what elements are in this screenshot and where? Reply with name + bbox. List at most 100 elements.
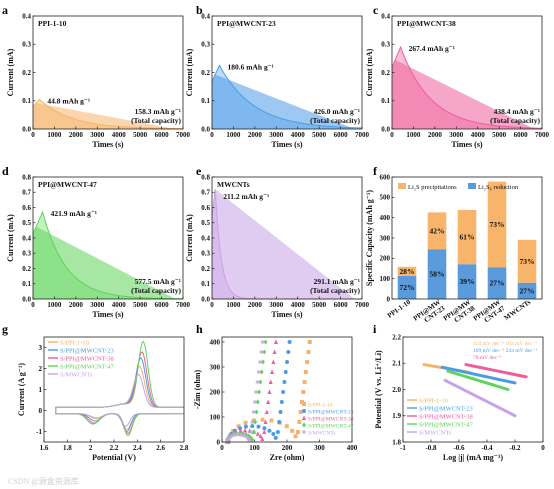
y-tick-label: 0.1	[201, 280, 210, 288]
marker-triangle	[243, 427, 248, 433]
legend-label: S/MWCNTs	[308, 430, 335, 436]
marker-circle	[287, 340, 292, 344]
y-tick-label: 2.1	[392, 360, 401, 368]
marker-triangle	[268, 379, 273, 384]
marker-diamond	[255, 399, 260, 405]
x-tick-label: 1000	[406, 131, 421, 139]
legend: Li₂S precipitations Li₂S₆ reduction	[398, 183, 519, 191]
y-tick-label: 0.4	[381, 12, 390, 20]
y-tick-label: 1.8	[392, 438, 401, 446]
legend-label: S/PPI-1-10	[308, 402, 333, 408]
marker-diamond	[257, 389, 262, 395]
panel-letter: g	[2, 322, 8, 336]
y-tick-label: 2	[39, 365, 43, 373]
legend-label: S/PPI@MWCNT-23	[308, 409, 354, 415]
marker-pentagon	[254, 390, 258, 394]
x-axis-label: Log |j| (mA mg⁻¹)	[443, 453, 503, 462]
category-label: PPI@MWCNT-47	[472, 298, 507, 324]
bar-bottom-percent: 27%	[490, 279, 505, 288]
marker-pentagon	[239, 433, 243, 437]
y-tick-label: 0.2	[201, 265, 210, 273]
marker-square	[236, 424, 241, 429]
x-tick-label: -0.4	[481, 444, 493, 452]
marker-diamond	[253, 419, 258, 425]
marker-diamond	[259, 369, 264, 375]
panel-letter: h	[196, 322, 203, 336]
x-tick-label: 5000	[492, 131, 507, 139]
marker-square	[301, 390, 306, 394]
marker-pentagon	[260, 340, 265, 344]
marker-pentagon	[258, 360, 262, 364]
total-capacity-label: 291.1 mAh g⁻¹	[314, 277, 360, 286]
panel-g: g 1.6 1.8 2 2.2 2.4 2.6 2.8 -1 0 1 2 3 Potential (V) C…	[2, 322, 189, 462]
y-tick-label: 0.4	[22, 234, 31, 242]
marker-diamond	[262, 349, 267, 355]
marker-square	[302, 380, 307, 384]
x-tick-label: 2000	[248, 131, 263, 139]
y-axis-label: Current (mA)	[6, 48, 15, 96]
y-axis-label: Current (mA)	[365, 48, 374, 96]
marker-circle	[279, 400, 284, 404]
y-tick-label: 0.3	[22, 41, 31, 49]
marker-diamond	[254, 409, 259, 415]
y-tick-label: -1	[36, 428, 42, 436]
x-tick-label: 2	[89, 444, 93, 452]
first-plateau-area	[212, 189, 355, 299]
total-capacity-note: (Total capacity)	[490, 116, 540, 125]
marker-triangle	[267, 389, 272, 394]
watermark-text: CSDN @源盒资源库	[8, 476, 79, 486]
y-tick-label: 0.4	[201, 234, 210, 242]
x-tick-label: 2000	[69, 301, 84, 309]
y-axis-label: Potential (V vs. Li⁺/Li)	[374, 350, 383, 429]
x-tick-label: 200	[282, 444, 293, 452]
y-tick-label: 0.6	[201, 204, 210, 212]
y-tick-label: 1.9	[392, 412, 401, 420]
marker-triangle	[266, 399, 271, 404]
marker-triangle	[271, 359, 276, 364]
panel-letter: c	[373, 3, 379, 17]
legend-label: S/PPI-1-10	[60, 339, 89, 346]
marker-circle	[243, 424, 248, 429]
marker-circle	[271, 432, 276, 437]
marker-square	[243, 420, 248, 425]
y-tick-label: 400	[210, 338, 221, 346]
y-tick-label: 0.2	[22, 265, 31, 273]
y-tick-label: 200	[210, 388, 221, 396]
x-tick-label: -0.2	[509, 444, 521, 452]
marker-triangle	[262, 429, 267, 434]
x-tick-label: 6000	[155, 131, 170, 139]
current-curve	[32, 210, 183, 300]
x-tick-label: 0	[390, 131, 394, 139]
x-tick-label: 7000	[176, 131, 191, 139]
marker-diamond	[260, 359, 265, 365]
marker-square	[293, 434, 298, 439]
tafel-line	[443, 378, 517, 418]
tafel-slope-label: 109 mV dec⁻¹ 243 mV dec⁻¹	[473, 348, 537, 354]
marker-pentagon	[255, 380, 260, 384]
total-capacity-note: (Total capacity)	[310, 116, 360, 125]
y-tick-label: 0.5	[22, 219, 31, 227]
x-tick-label: -1	[400, 444, 406, 452]
total-capacity-label: 426.0 mAh g⁻¹	[314, 107, 360, 116]
y-tick-label: 0.5	[201, 219, 210, 227]
marker-square	[298, 410, 303, 414]
marker-circle	[275, 430, 280, 434]
y-axis-label: Current (mA)	[185, 214, 194, 262]
panel-c: c 0 1000 2000 3000 4000 5000 6000 7000 0.0 0.1 0.2 0…	[365, 3, 550, 149]
x-axis-label: Times (s)	[92, 140, 124, 149]
x-tick-label: -0.6	[453, 444, 465, 452]
first-plateau-area	[392, 59, 535, 130]
y-tick-label: 0.8	[201, 173, 210, 181]
legend-label: S/PPI@MWCNT-38	[308, 416, 354, 422]
marker-triangle	[270, 369, 275, 374]
marker-square	[303, 370, 308, 374]
bar-top-percent: 73%	[520, 257, 535, 266]
y-tick-label: 0.0	[22, 125, 31, 133]
tafel-slope-label: 78 mV dec⁻¹	[473, 355, 502, 361]
tafel-slope-label: 114 mV dec⁻¹ 103 mV dec⁻¹	[473, 341, 537, 347]
first-capacity-label: 44.8 mAh g⁻¹	[47, 96, 90, 105]
total-capacity-note: (Total capacity)	[310, 286, 360, 295]
x-tick-label: 5000	[312, 301, 327, 309]
sample-label: PPI@MWCNT-23	[217, 19, 276, 28]
legend-label: S/PPI@MWCNT-47	[60, 363, 115, 370]
